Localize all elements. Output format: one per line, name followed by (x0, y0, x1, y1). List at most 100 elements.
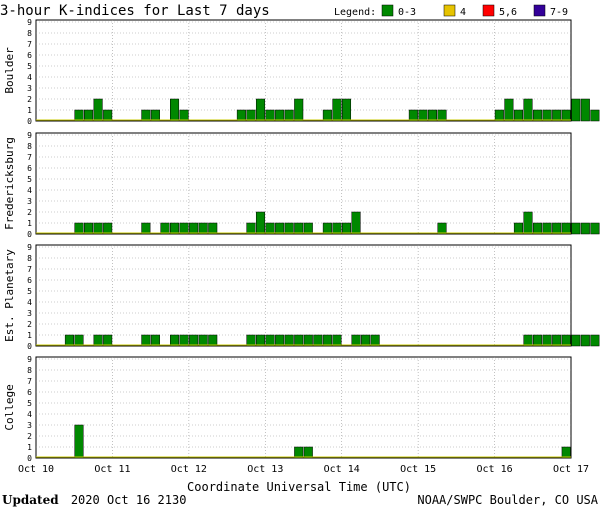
y-tick-label: 5 (27, 175, 32, 184)
x-tick-label: Oct 12 (171, 464, 207, 475)
bar-fredericksburg-5 (84, 222, 94, 235)
bar-est-planetary-55 (561, 334, 571, 347)
bar-fredericksburg-25 (275, 222, 285, 235)
bar-fredericksburg-26 (284, 222, 294, 235)
bar-boulder-7 (103, 109, 113, 122)
x-axis: Oct 10 Oct 11 Oct 12 Oct 13 Oct 14 Oct 15 Oct … (18, 464, 589, 475)
bar-boulder-26 (284, 109, 294, 122)
bar-fredericksburg-31 (332, 222, 342, 235)
y-tick-label: 0 (27, 454, 32, 463)
y-tick-label: 6 (27, 51, 32, 60)
bar-boulder-12 (150, 109, 160, 122)
y-tick-label: 7 (27, 40, 32, 49)
bar-fredericksburg-7 (103, 222, 113, 235)
bar-est-planetary-4 (74, 334, 84, 347)
bar-fredericksburg-50 (513, 222, 523, 235)
bar-fredericksburg-56 (571, 222, 581, 235)
bar-est-planetary-22 (246, 334, 256, 347)
y-tick-label: 3 (27, 309, 32, 318)
bar-boulder-39 (408, 109, 418, 122)
bar-est-planetary-31 (332, 334, 342, 347)
bar-est-planetary-3 (64, 334, 74, 347)
y-tick-label: 7 (27, 265, 32, 274)
legend-item-label-2: 5,6 (499, 7, 517, 18)
bar-boulder-15 (179, 109, 189, 122)
bar-est-planetary-57 (580, 334, 590, 347)
bar-boulder-25 (275, 109, 285, 122)
bar-est-planetary-26 (284, 334, 294, 347)
y-tick-label: 9 (27, 131, 32, 140)
panels: 0 1 2 3 4 5 6 7 8 9 Boulder 0 1 2 3 4 5 6 7 8 9 Fredericksbur… (3, 18, 600, 463)
y-tick-label: 0 (27, 230, 32, 239)
y-tick-label: 2 (27, 95, 32, 104)
legend-swatch-0 (381, 4, 394, 17)
bar-est-planetary-29 (313, 334, 323, 347)
bar-fredericksburg-33 (351, 211, 361, 235)
y-tick-label: 7 (27, 377, 32, 386)
bar-est-planetary-35 (370, 334, 380, 347)
y-axis-label-boulder: Boulder (3, 47, 16, 94)
bar-fredericksburg-52 (533, 222, 543, 235)
bar-fredericksburg-24 (265, 222, 275, 235)
bar-boulder-24 (265, 109, 275, 122)
bar-est-planetary-23 (255, 334, 266, 347)
x-tick-label: Oct 10 (18, 464, 54, 475)
bar-boulder-50 (513, 109, 523, 122)
bar-boulder-31 (332, 98, 342, 122)
y-axis-label-fredericksburg: Fredericksburg (3, 137, 16, 230)
bar-est-planetary-30 (322, 334, 332, 347)
y-tick-label: 9 (27, 355, 32, 364)
y-tick-label: 0 (27, 342, 32, 351)
y-tick-label: 9 (27, 18, 32, 27)
legend-item-label-0: 0-3 (398, 7, 416, 18)
bar-est-planetary-51 (523, 334, 533, 347)
y-tick-label: 8 (27, 29, 32, 38)
bar-est-planetary-11 (141, 334, 151, 347)
y-tick-label: 3 (27, 197, 32, 206)
bar-est-planetary-25 (275, 334, 285, 347)
bar-boulder-23 (255, 98, 266, 122)
bar-est-planetary-34 (361, 334, 371, 347)
bar-fredericksburg-18 (208, 222, 218, 235)
chart-title: 3-hour K-indices for Last 7 days (0, 3, 270, 19)
y-tick-label: 1 (27, 219, 32, 228)
bar-boulder-51 (523, 98, 533, 122)
y-axis-label-college: College (3, 384, 16, 430)
bar-est-planetary-15 (179, 334, 189, 347)
legend: Legend: 0-3 4 5,6 7-9 (334, 4, 568, 18)
bar-boulder-22 (246, 109, 256, 122)
x-tick-label: Oct 14 (324, 464, 360, 475)
bar-est-planetary-27 (294, 334, 304, 347)
bar-college-28 (303, 446, 313, 459)
panel-frame (35, 132, 572, 235)
bar-fredericksburg-22 (246, 222, 256, 235)
panel-frame (35, 244, 572, 347)
bar-fredericksburg-42 (437, 222, 447, 235)
y-tick-label: 4 (27, 73, 32, 82)
legend-item-label-1: 4 (460, 7, 466, 18)
bar-est-planetary-24 (265, 334, 275, 347)
panel-est-planetary: 0 1 2 3 4 5 6 7 8 9 Est. Planetary (3, 243, 600, 351)
y-tick-label: 2 (27, 208, 32, 217)
y-tick-label: 1 (27, 331, 32, 340)
y-tick-label: 4 (27, 186, 32, 195)
bar-boulder-41 (427, 109, 438, 122)
y-tick-label: 6 (27, 164, 32, 173)
legend-swatch-3 (533, 4, 546, 17)
bar-boulder-21 (236, 109, 246, 122)
panel-boulder: 0 1 2 3 4 5 6 7 8 9 Boulder (3, 18, 600, 126)
x-tick-label: Oct 16 (477, 464, 513, 475)
footer-source: NOAA/SWPC Boulder, CO USA (417, 493, 598, 507)
y-tick-label: 7 (27, 153, 32, 162)
bar-fredericksburg-32 (341, 222, 352, 235)
bar-est-planetary-52 (533, 334, 543, 347)
bar-boulder-53 (542, 109, 552, 122)
bar-boulder-55 (561, 109, 571, 122)
bar-fredericksburg-11 (141, 222, 151, 235)
bar-est-planetary-18 (208, 334, 218, 347)
bar-boulder-32 (341, 98, 352, 122)
y-tick-label: 8 (27, 254, 32, 263)
bar-college-4 (74, 424, 84, 459)
panel-fredericksburg: 0 1 2 3 4 5 6 7 8 9 Fredericksburg (3, 131, 600, 239)
